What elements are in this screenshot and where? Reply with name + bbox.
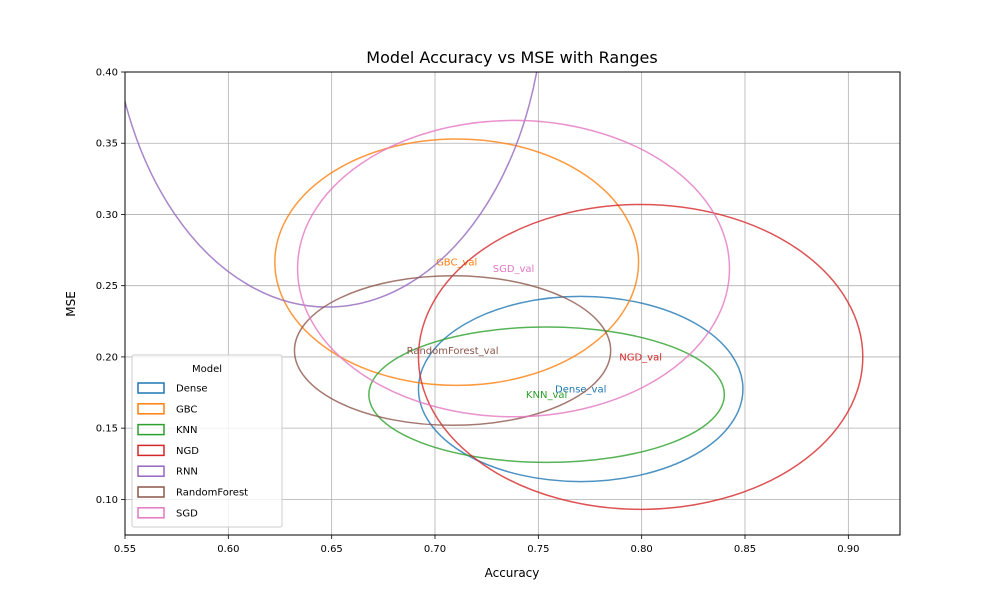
range-ellipse-knn <box>368 326 726 464</box>
y-tick-label: 0.30 <box>96 210 118 221</box>
legend-swatch-knn <box>137 423 165 436</box>
legend-swatch-sgd <box>137 507 165 519</box>
legend-box <box>131 354 283 528</box>
plot-area: Dense_val GBC_val KNN_val NGD_val RandomFore… <box>125 72 864 511</box>
y-tick-label: 0.15 <box>96 424 118 435</box>
annotation-sgd: SGD_val <box>493 264 535 275</box>
legend-label-rnn: RNN <box>176 467 198 478</box>
legend-label-randomforest: RandomForest <box>176 488 248 499</box>
legend-label-sgd: SGD <box>176 508 198 519</box>
legend-label-dense: Dense <box>176 384 208 395</box>
x-tick-label: 0.85 <box>734 544 756 555</box>
range-ellipse-rnn <box>125 72 538 308</box>
legend-label-knn: KNN <box>176 425 198 436</box>
annotation-gbc: GBC_val <box>436 258 477 269</box>
x-tick-label: 0.55 <box>114 544 136 555</box>
x-axis: 0.55 0.60 0.65 0.70 0.75 0.80 0.85 0.90 <box>114 535 859 555</box>
annotation-ngd: NGD_val <box>619 352 662 363</box>
legend-title: Model <box>192 364 222 375</box>
legend-label-ngd: NGD <box>176 446 199 457</box>
legend[interactable]: Model Dense GBC KNN NGD RNN RandomForest SGD <box>131 354 283 528</box>
x-axis-label: Accuracy <box>485 566 540 580</box>
range-ellipse-randomforest <box>293 274 612 427</box>
range-ellipse-dense <box>417 295 744 483</box>
range-ellipse-gbc <box>274 138 640 387</box>
annotation-knn: KNN_val <box>526 390 567 401</box>
legend-swatch-gbc <box>137 403 165 415</box>
y-tick-label: 0.20 <box>96 352 118 363</box>
y-tick-label: 0.40 <box>96 68 118 79</box>
legend-swatch-dense <box>137 382 165 394</box>
x-tick-label: 0.90 <box>837 544 859 555</box>
legend-swatch-randomforest <box>137 486 165 498</box>
legend-label-gbc: GBC <box>176 404 197 415</box>
y-tick-label: 0.25 <box>96 281 118 292</box>
plot-frame <box>124 71 901 536</box>
x-tick-label: 0.65 <box>321 544 343 555</box>
range-ellipse-sgd <box>296 119 731 418</box>
y-axis-label: MSE <box>64 291 78 317</box>
x-tick-label: 0.80 <box>631 544 653 555</box>
annotation-randomforest: RandomForest_val <box>407 346 499 357</box>
x-tick-label: 0.75 <box>527 544 549 555</box>
range-ellipse-ngd <box>417 203 864 511</box>
x-tick-label: 0.60 <box>217 544 239 555</box>
chart-title: Model Accuracy vs MSE with Ranges <box>366 48 657 67</box>
y-axis: 0.10 0.15 0.20 0.25 0.30 0.35 0.40 <box>96 68 125 506</box>
x-tick-label: 0.70 <box>424 544 446 555</box>
y-tick-label: 0.10 <box>96 495 118 506</box>
annotation-dense: Dense_val <box>555 384 606 395</box>
y-tick-label: 0.35 <box>96 139 118 150</box>
legend-swatch-rnn <box>137 465 165 477</box>
legend-swatch-ngd <box>137 444 165 457</box>
